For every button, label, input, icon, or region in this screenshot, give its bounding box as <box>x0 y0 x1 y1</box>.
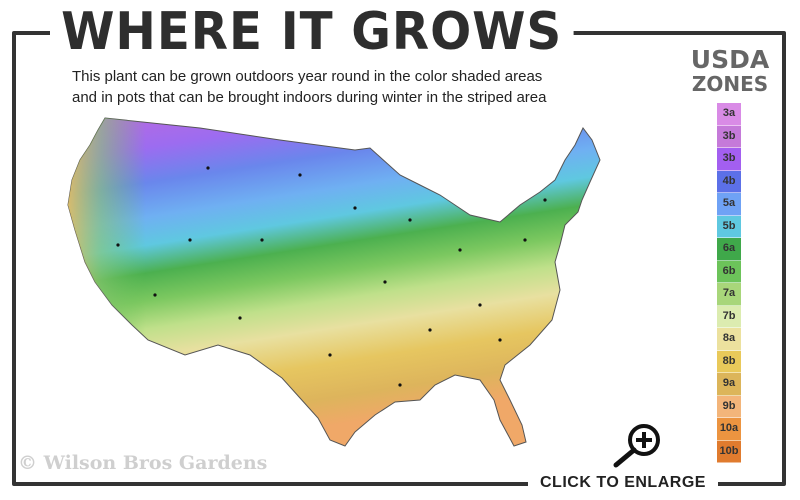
click-to-enlarge-button[interactable]: CLICK TO ENLARGE <box>528 474 718 492</box>
legend-zone-10a: 10a <box>717 418 741 441</box>
legend-zone-9b: 9b <box>717 395 741 418</box>
legend-zone-7b: 7b <box>717 305 741 328</box>
legend-zone-3b: 3b <box>717 148 741 171</box>
legend-title: USDA ZONES <box>680 45 780 96</box>
legend-zone-7a: 7a <box>717 283 741 306</box>
subtitle-line-2: and in pots that can be brought indoors … <box>72 89 547 106</box>
legend-zone-4b: 4b <box>717 170 741 193</box>
page-title: WHERE IT GROWS <box>50 0 574 64</box>
legend-zone-10b: 10b <box>717 440 741 463</box>
legend-zone-3b: 3b <box>717 125 741 148</box>
legend-zone-5b: 5b <box>717 215 741 238</box>
legend-zone-6a: 6a <box>717 238 741 261</box>
legend-title-zones: ZONES <box>691 72 769 96</box>
legend-zone-3a: 3a <box>717 103 741 126</box>
legend-zone-9a: 9a <box>717 373 741 396</box>
copyright-watermark: © Wilson Bros Gardens <box>18 452 268 474</box>
subtitle: This plant can be grown outdoors year ro… <box>72 66 546 108</box>
legend-zone-8b: 8b <box>717 350 741 373</box>
state-capital-dots <box>116 166 547 387</box>
zoom-in-icon[interactable] <box>608 420 664 468</box>
zone-legend: 3a 3b 3b 4b 5a 5b 6a 6b 7a 7b 8a 8b 9a 9b 10a 10b <box>717 103 741 463</box>
legend-zone-5a: 5a <box>717 193 741 216</box>
subtitle-line-1: This plant can be grown outdoors year ro… <box>72 68 543 85</box>
legend-zone-6b: 6b <box>717 260 741 283</box>
western-zones-overlay <box>68 118 290 368</box>
legend-zone-8a: 8a <box>717 328 741 351</box>
legend-title-usda: USDA <box>690 45 770 74</box>
